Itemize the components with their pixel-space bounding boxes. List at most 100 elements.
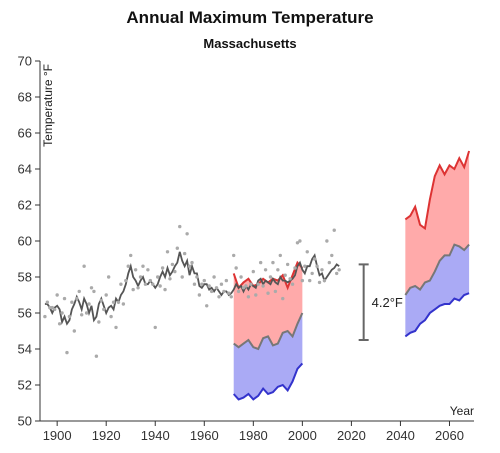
- observed-point: [232, 253, 236, 258]
- observed-point: [141, 264, 145, 268]
- observed-point: [48, 305, 52, 310]
- observed-point: [273, 289, 278, 294]
- observed-point: [290, 282, 295, 286]
- observed-point: [178, 224, 182, 229]
- x-tick-label: 2000: [288, 428, 317, 443]
- observed-point: [102, 307, 106, 312]
- projection-high-line: [404, 150, 471, 231]
- observed-point: [65, 350, 69, 355]
- point-layer: [43, 224, 341, 358]
- observed-point: [202, 278, 206, 283]
- y-tick-label: 70: [18, 54, 32, 69]
- observed-point: [310, 271, 314, 276]
- observed-point: [207, 284, 211, 288]
- observed-point: [170, 262, 175, 267]
- observed-point: [322, 278, 327, 283]
- axes-layer: 50 52 54 56 58 60 62 64 66 68 70 1900 1920 1940 1960 19…: [18, 54, 474, 443]
- observed-point: [138, 275, 143, 279]
- observed-point: [234, 266, 238, 270]
- observed-point: [175, 246, 180, 250]
- observed-point: [303, 264, 307, 268]
- observed-point: [180, 275, 184, 279]
- hindcast-lower-band: [233, 313, 303, 400]
- x-tick-label: 2020: [337, 428, 366, 443]
- observed-point: [244, 284, 248, 288]
- observed-point: [268, 275, 273, 279]
- chart-subtitle: Massachusetts: [203, 36, 297, 51]
- observed-point: [111, 300, 116, 304]
- observed-point: [305, 250, 309, 254]
- y-tick-label: 54: [18, 342, 32, 357]
- observed-point: [114, 325, 118, 330]
- bracket-label: 4.2°F: [372, 295, 403, 310]
- observed-point: [217, 295, 221, 299]
- observed-point: [295, 241, 300, 245]
- observed-point: [185, 232, 189, 236]
- observed-point: [327, 260, 332, 265]
- observed-point: [236, 289, 241, 294]
- observed-point: [50, 305, 54, 310]
- observed-point: [254, 293, 258, 297]
- observed-point: [249, 282, 253, 286]
- observed-point: [288, 277, 292, 281]
- observed-point: [104, 293, 108, 297]
- observed-point: [158, 284, 162, 288]
- observed-point: [84, 311, 89, 315]
- observed-point: [168, 277, 172, 281]
- x-tick-label: 1980: [239, 428, 268, 443]
- observed-point: [224, 278, 229, 283]
- observed-point: [192, 282, 197, 286]
- observed-point: [75, 296, 79, 301]
- observed-point: [148, 278, 153, 283]
- y-tick-label: 52: [18, 378, 32, 393]
- y-tick-label: 56: [18, 306, 32, 321]
- observed-point: [45, 300, 50, 304]
- annotation-layer: 4.2°F: [358, 263, 403, 341]
- projection-upper-band: [405, 151, 470, 295]
- observed-point: [129, 253, 133, 258]
- observed-line: [44, 251, 340, 326]
- y-tick-label: 64: [18, 162, 32, 177]
- projection-low-line: [404, 292, 470, 338]
- observed-point: [222, 289, 226, 294]
- observed-point: [106, 275, 111, 279]
- observed-point: [239, 275, 243, 279]
- observed-point: [173, 269, 177, 274]
- observed-point: [153, 325, 157, 330]
- observed-point: [325, 239, 329, 243]
- observed-point: [227, 291, 231, 295]
- observed-point: [241, 286, 246, 290]
- observed-point: [276, 268, 280, 272]
- observed-point: [163, 287, 167, 292]
- observed-point: [70, 300, 74, 304]
- observed-point: [143, 282, 148, 286]
- observed-point: [97, 320, 101, 324]
- observed-point: [165, 250, 170, 254]
- y-tick-label: 58: [18, 270, 32, 285]
- observed-point: [320, 268, 324, 272]
- observed-point: [151, 282, 155, 286]
- observed-point: [197, 293, 202, 297]
- y-tick-label: 66: [18, 126, 32, 141]
- observed-point: [293, 266, 297, 270]
- observed-point: [57, 322, 62, 326]
- observed-point: [182, 251, 187, 256]
- observed-point: [53, 307, 57, 312]
- observed-point: [315, 264, 319, 268]
- observed-point: [133, 268, 138, 272]
- observed-point: [160, 266, 165, 270]
- x-tick-label: 2060: [435, 428, 464, 443]
- y-tick-label: 68: [18, 90, 32, 105]
- observed-point: [195, 275, 199, 279]
- observed-point: [256, 282, 260, 286]
- x-tick-label: 1940: [141, 428, 170, 443]
- observed-point: [308, 278, 312, 283]
- observed-point: [332, 228, 336, 232]
- observed-point: [283, 273, 287, 277]
- observed-point: [271, 260, 275, 265]
- observed-point: [214, 286, 219, 290]
- observed-point: [219, 282, 224, 286]
- x-tick-label: 2040: [386, 428, 415, 443]
- observed-point: [43, 314, 47, 319]
